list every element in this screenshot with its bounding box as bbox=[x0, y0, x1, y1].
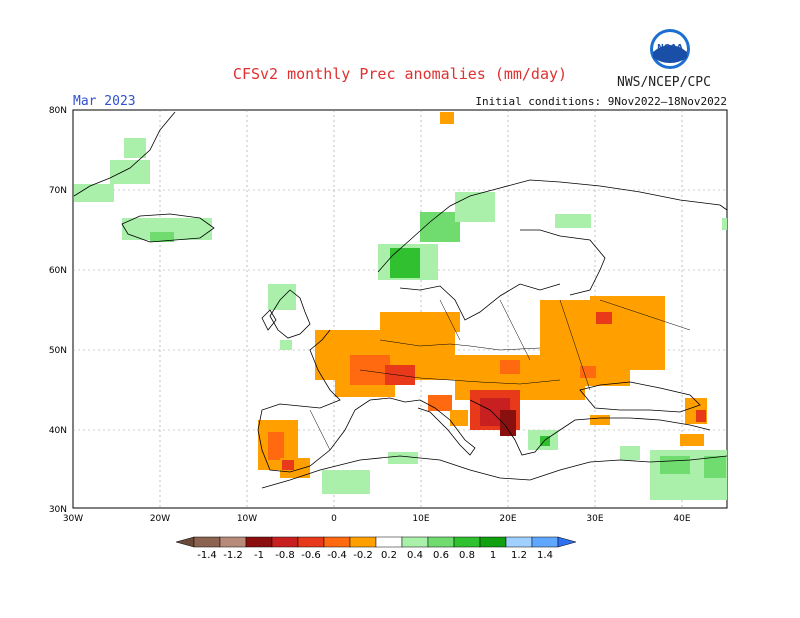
colorbar-arrow-left bbox=[175, 536, 195, 548]
colorbar-label: 0.8 bbox=[459, 550, 475, 561]
colorbar-swatch bbox=[271, 536, 299, 548]
lon-label: 20E bbox=[499, 514, 516, 524]
lon-label: 40E bbox=[673, 514, 690, 524]
colorbar-swatch bbox=[427, 536, 455, 548]
lat-label: 40N bbox=[49, 426, 67, 436]
lat-label: 70N bbox=[49, 186, 67, 196]
colorbar-label: -1.4 bbox=[197, 550, 217, 561]
colorbar-label: 0.2 bbox=[381, 550, 397, 561]
colorbar-label: -0.6 bbox=[301, 550, 321, 561]
colorbar-label: -1 bbox=[254, 550, 264, 561]
lat-label: 60N bbox=[49, 266, 67, 276]
colorbar-swatch bbox=[401, 536, 429, 548]
colorbar-arrow-right bbox=[557, 536, 577, 548]
lon-label: 30W bbox=[63, 514, 83, 524]
colorbar-label: -0.2 bbox=[353, 550, 373, 561]
colorbar-swatch bbox=[245, 536, 273, 548]
lon-label: 0 bbox=[331, 514, 337, 524]
agency-label: NWS/NCEP/CPC bbox=[617, 75, 711, 90]
colorbar-swatch bbox=[505, 536, 533, 548]
colorbar-label: -1.2 bbox=[223, 550, 243, 561]
colorbar-swatch bbox=[479, 536, 507, 548]
lon-label: 30E bbox=[586, 514, 603, 524]
lat-label: 80N bbox=[49, 106, 67, 116]
colorbar-swatch bbox=[531, 536, 559, 548]
chart-title: CFSv2 monthly Prec anomalies (mm/day) bbox=[232, 65, 568, 83]
lat-label: 30N bbox=[49, 505, 67, 515]
colorbar: -1.4 -1.2 -1 -0.8 -0.6 -0.4 -0.2 0.2 0.4 0.6 0.8 1 1… bbox=[175, 536, 577, 561]
svg-text:NOAA: NOAA bbox=[657, 43, 683, 52]
lon-label: 20W bbox=[150, 514, 170, 524]
colorbar-label: -0.8 bbox=[275, 550, 295, 561]
noaa-logo-icon: NOAA bbox=[650, 29, 690, 69]
colorbar-swatch bbox=[323, 536, 351, 548]
lat-label: 50N bbox=[49, 346, 67, 356]
country-borders bbox=[309, 299, 691, 451]
lon-labels: 30W 20W 10W 0 10E 20E 30E 40E bbox=[63, 514, 691, 524]
forecast-month: Mar 2023 bbox=[73, 94, 136, 109]
colorbar-label: 0.4 bbox=[407, 550, 423, 561]
lon-label: 10E bbox=[412, 514, 429, 524]
colorbar-label: 1 bbox=[490, 550, 496, 561]
colorbar-swatch bbox=[297, 536, 325, 548]
colorbar-label: 1.2 bbox=[511, 550, 527, 561]
colorbar-label: 1.4 bbox=[537, 550, 553, 561]
coastlines bbox=[73, 111, 728, 489]
colorbar-swatch bbox=[193, 536, 221, 548]
colorbar-swatch bbox=[349, 536, 377, 548]
lon-label: 10W bbox=[237, 514, 257, 524]
colorbar-swatch bbox=[375, 536, 403, 548]
lat-labels: 80N 70N 60N 50N 40N 30N bbox=[49, 106, 67, 515]
anomaly-patches bbox=[74, 112, 727, 500]
initial-conditions: Initial conditions: 9Nov2022–18Nov2022 bbox=[475, 95, 727, 108]
colorbar-label: -0.4 bbox=[327, 550, 347, 561]
colorbar-swatch bbox=[219, 536, 247, 548]
colorbar-swatch bbox=[453, 536, 481, 548]
colorbar-label: 0.6 bbox=[433, 550, 449, 561]
